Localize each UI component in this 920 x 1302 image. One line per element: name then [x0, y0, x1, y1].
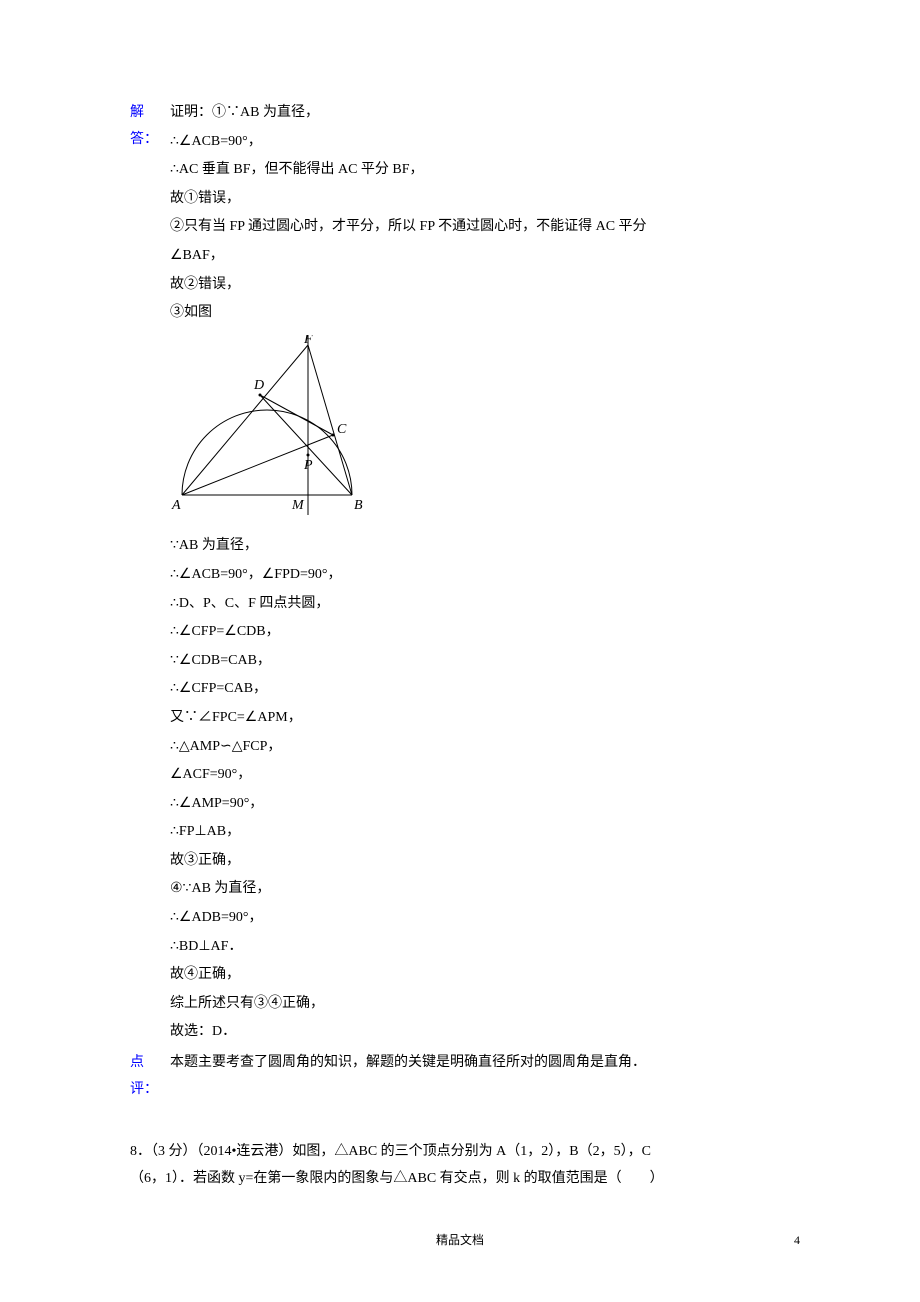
- solution-label: 解 答：: [130, 100, 170, 153]
- svg-text:B: B: [354, 498, 363, 513]
- proof-line: ∴D、P、C、F 四点共圆，: [170, 591, 800, 618]
- proof-line: 证明：①∵AB 为直径，: [170, 100, 800, 127]
- proof-line: ∠BAF，: [170, 243, 800, 270]
- solution-block: 解 答： 证明：①∵AB 为直径， ∴∠ACB=90°， ∴AC 垂直 BF，但…: [130, 100, 800, 1048]
- proof-line: ∴∠CFP=CAB，: [170, 676, 800, 703]
- question-8: 8．（3 分）（2014•连云港）如图，△ABC 的三个顶点分别为 A（1，2）…: [130, 1139, 800, 1192]
- comment-label-2: 评：: [130, 1077, 170, 1104]
- proof-line: ③如图: [170, 300, 800, 327]
- proof-line: ∴FP⊥AB，: [170, 819, 800, 846]
- page-number: 4: [794, 1229, 800, 1252]
- svg-text:M: M: [291, 498, 305, 513]
- svg-text:D: D: [253, 378, 264, 393]
- solution-label-1: 解: [130, 100, 170, 127]
- geometry-diagram: A B M F C D P: [170, 335, 800, 526]
- proof-line: 又∵∠FPC=∠APM，: [170, 705, 800, 732]
- proof-line: 故②错误，: [170, 272, 800, 299]
- svg-text:A: A: [171, 498, 181, 513]
- geometry-svg: A B M F C D P: [170, 335, 365, 515]
- solution-label-2: 答：: [130, 127, 170, 154]
- comment-block: 点 评： 本题主要考查了圆周角的知识，解题的关键是明确直径所对的圆周角是直角．: [130, 1050, 800, 1103]
- proof-line: ∴∠ADB=90°，: [170, 905, 800, 932]
- proof-line: ∵AB 为直径，: [170, 533, 800, 560]
- comment-label: 点 评：: [130, 1050, 170, 1103]
- proof-line: ∴∠CFP=∠CDB，: [170, 619, 800, 646]
- footer-text: 精品文档: [0, 1229, 920, 1252]
- proof-line: ④∵AB 为直径，: [170, 876, 800, 903]
- proof-line: 综上所述只有③④正确，: [170, 991, 800, 1018]
- question-line: （6，1）．若函数 y=在第一象限内的图象与△ABC 有交点，则 k 的取值范围…: [130, 1166, 800, 1193]
- proof-line: ∴AC 垂直 BF，但不能得出 AC 平分 BF，: [170, 157, 800, 184]
- comment-label-1: 点: [130, 1050, 170, 1077]
- proof-line: ②只有当 FP 通过圆心时，才平分，所以 FP 不通过圆心时，不能证得 AC 平…: [170, 214, 800, 241]
- svg-text:P: P: [303, 458, 313, 473]
- question-line: 8．（3 分）（2014•连云港）如图，△ABC 的三个顶点分别为 A（1，2）…: [130, 1139, 800, 1166]
- proof-line: ∴∠ACB=90°，∠FPD=90°，: [170, 562, 800, 589]
- proof-line: 故①错误，: [170, 186, 800, 213]
- proof-line: ∵∠CDB=CAB，: [170, 648, 800, 675]
- proof-line: 故④正确，: [170, 962, 800, 989]
- proof-line: 故选：D．: [170, 1019, 800, 1046]
- proof-line: ∠ACF=90°，: [170, 762, 800, 789]
- proof-line: ∴∠ACB=90°，: [170, 129, 800, 156]
- proof-line: 故③正确，: [170, 848, 800, 875]
- proof-line: ∴∠AMP=90°，: [170, 791, 800, 818]
- svg-text:C: C: [337, 422, 347, 437]
- proof-line: ∴△AMP∽△FCP，: [170, 734, 800, 761]
- proof-line: ∴BD⊥AF．: [170, 934, 800, 961]
- solution-content: 证明：①∵AB 为直径， ∴∠ACB=90°， ∴AC 垂直 BF，但不能得出 …: [170, 100, 800, 1048]
- svg-text:F: F: [303, 335, 313, 347]
- comment-text: 本题主要考查了圆周角的知识，解题的关键是明确直径所对的圆周角是直角．: [170, 1050, 800, 1077]
